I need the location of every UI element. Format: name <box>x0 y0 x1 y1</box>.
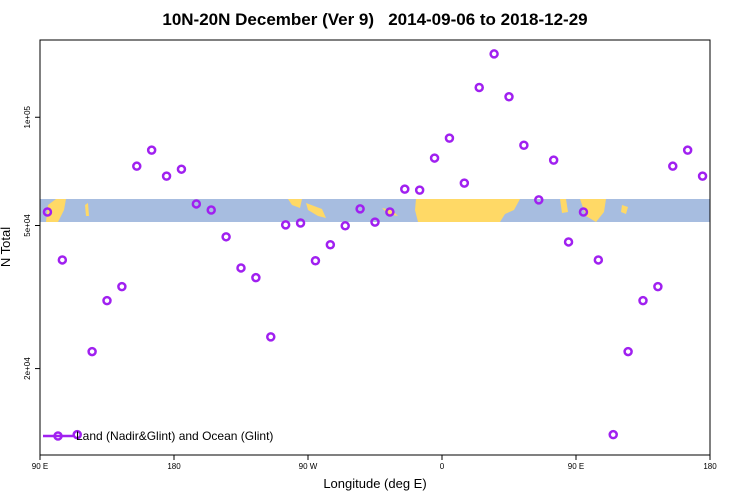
data-point <box>668 161 678 171</box>
x-tick-label: 90 E <box>568 462 584 471</box>
data-point <box>638 295 648 306</box>
data-point <box>161 171 172 181</box>
data-point <box>548 155 559 165</box>
x-tick-label: 90 W <box>299 462 318 471</box>
data-point <box>236 263 246 273</box>
data-point <box>608 429 618 440</box>
data-point <box>72 429 82 440</box>
data-point <box>414 185 425 195</box>
data-point <box>340 221 350 231</box>
chart-title: 10N-20N December (Ver 9) 2014-09-06 to 2… <box>162 10 587 29</box>
data-point <box>206 205 216 215</box>
data-point <box>102 295 112 306</box>
y-tick-label: 1e+05 <box>23 105 32 128</box>
data-point <box>355 204 365 214</box>
data-point <box>176 164 187 174</box>
data-point <box>87 346 97 357</box>
data-point <box>191 199 202 209</box>
x-tick-label: 90 E <box>32 462 48 471</box>
x-axis-label: Longitude (deg E) <box>323 476 426 491</box>
data-point <box>132 161 142 171</box>
x-tick-label: 0 <box>440 462 445 471</box>
data-point <box>42 207 53 217</box>
data-point <box>370 217 380 227</box>
data-point <box>221 232 231 242</box>
data-point <box>385 207 395 217</box>
background-map <box>40 199 710 222</box>
data-point <box>459 178 470 188</box>
y-tick-label: 2e+04 <box>23 357 32 380</box>
data-point <box>310 255 321 266</box>
data-point <box>519 140 529 150</box>
data-point <box>563 237 574 247</box>
data-point <box>251 272 261 283</box>
data-point <box>534 195 544 205</box>
data-point <box>444 133 455 143</box>
x-tick-label: 180 <box>167 462 181 471</box>
data-point <box>682 145 693 155</box>
data-point <box>623 346 633 357</box>
data-point <box>653 281 663 292</box>
y-tick-label: 5e+04 <box>23 214 32 237</box>
data-point <box>280 220 291 230</box>
data-point <box>489 49 499 59</box>
data-point <box>266 332 276 342</box>
data-point <box>325 239 336 250</box>
x-tick-label: 180 <box>703 462 717 471</box>
data-point <box>400 184 410 194</box>
data-point <box>429 153 440 163</box>
data-point <box>295 218 306 228</box>
data-point <box>578 207 589 217</box>
data-point <box>697 171 708 181</box>
data-point <box>146 145 157 155</box>
legend-label: Land (Nadir&Glint) and Ocean (Glint) <box>76 429 273 443</box>
data-point <box>504 92 514 102</box>
data-point <box>117 281 127 292</box>
data-point <box>57 255 68 265</box>
data-point <box>474 82 484 93</box>
data-point <box>593 255 604 265</box>
plot-frame <box>39 39 711 456</box>
legend-marker <box>53 431 63 441</box>
y-axis-label: N Total <box>0 227 13 267</box>
